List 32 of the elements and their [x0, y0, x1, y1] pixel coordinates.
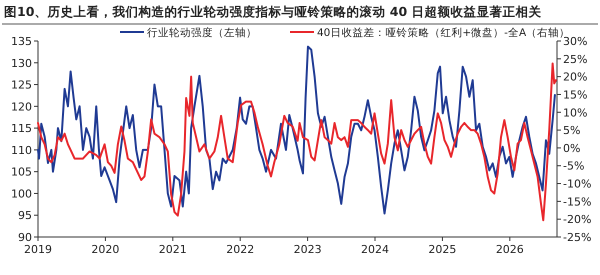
y2-tick-label: -5% [563, 160, 584, 173]
y2-tick-label: -10% [563, 178, 592, 191]
x-tick-label: 2021 [158, 243, 187, 256]
x-tick-label: 2025 [428, 243, 456, 256]
y-tick-label: 115 [11, 122, 32, 136]
y-tick-label: 110 [11, 144, 32, 157]
x-tick-label: 2020 [91, 243, 120, 256]
x-tick-label: 2023 [294, 243, 322, 256]
x-tick-label: 2019 [24, 243, 52, 256]
y2-tick-label: 20% [563, 70, 588, 84]
y-tick-label: 90 [18, 231, 32, 244]
x-tick-label: 2026 [496, 243, 524, 256]
y-tick-label: 130 [11, 56, 32, 70]
x-tick-label: 2024 [361, 243, 390, 256]
y2-tick-label: -15% [563, 195, 592, 208]
y2-tick-label: 25% [563, 52, 588, 66]
legend-label: 行业轮动强度（左轴） [147, 26, 257, 39]
y2-tick-label: 15% [563, 88, 588, 102]
y2-tick-label: 5% [563, 124, 580, 138]
y2-tick-label: 10% [563, 106, 588, 120]
y-tick-label: 100 [11, 187, 32, 200]
y-tick-label: 105 [11, 166, 32, 179]
y-tick-label: 120 [11, 100, 32, 114]
y2-tick-label: -20% [563, 213, 592, 226]
x-tick-label: 2022 [226, 243, 254, 256]
chart-title: 图10、历史上看，我们构造的行业轮动强度指标与哑铃策略的滚动 40 日超额收益显著正相关 [4, 4, 542, 19]
y2-tick-label: 0% [563, 142, 580, 155]
y-tick-label: 125 [11, 78, 32, 92]
y2-tick-label: -25% [563, 231, 592, 244]
y-tick-label: 95 [18, 209, 32, 222]
y-tick-label: 135 [11, 35, 32, 48]
y2-tick-label: 30% [563, 35, 588, 48]
